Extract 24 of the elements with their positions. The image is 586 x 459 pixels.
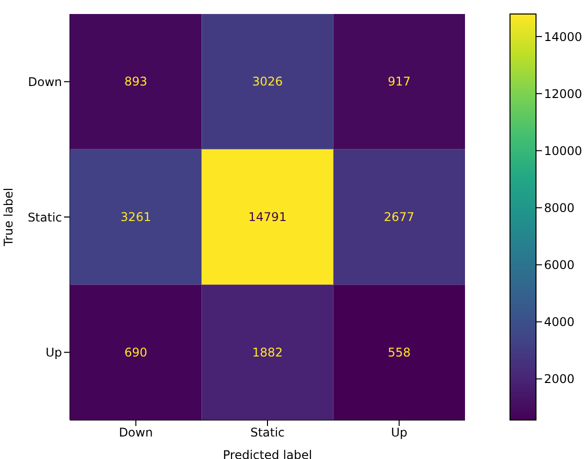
y-tick-label: Up	[46, 346, 62, 360]
color-bar-label: 14000	[544, 30, 582, 44]
x-axis-title: Predicted label	[222, 448, 312, 459]
data-label: 3261	[120, 210, 152, 224]
data-label: 690	[124, 345, 148, 360]
data-label: 3026	[252, 74, 283, 89]
data-label: 558	[388, 345, 411, 360]
x-tick-label: Down	[118, 426, 153, 440]
x-tick-label: Up	[390, 426, 408, 440]
data-label: 14791	[248, 210, 287, 224]
data-label: 2677	[384, 210, 414, 224]
color-bar-label: 8000	[544, 200, 575, 215]
data-label: 893	[124, 74, 148, 89]
x-tick-label: Static	[250, 426, 285, 440]
data-label: 917	[388, 74, 411, 89]
color-bar-label: 2000	[544, 372, 575, 386]
data-label: 1882	[252, 345, 283, 360]
y-tick-label: Static	[28, 210, 62, 224]
y-tick-label: Down	[28, 74, 62, 89]
color-bar-label: 4000	[544, 315, 575, 330]
color-bar-label: 10000	[544, 144, 582, 158]
color-bar-label: 12000	[544, 86, 582, 101]
color-bar-label: 6000	[544, 258, 575, 272]
y-axis-title: True label	[1, 188, 16, 248]
